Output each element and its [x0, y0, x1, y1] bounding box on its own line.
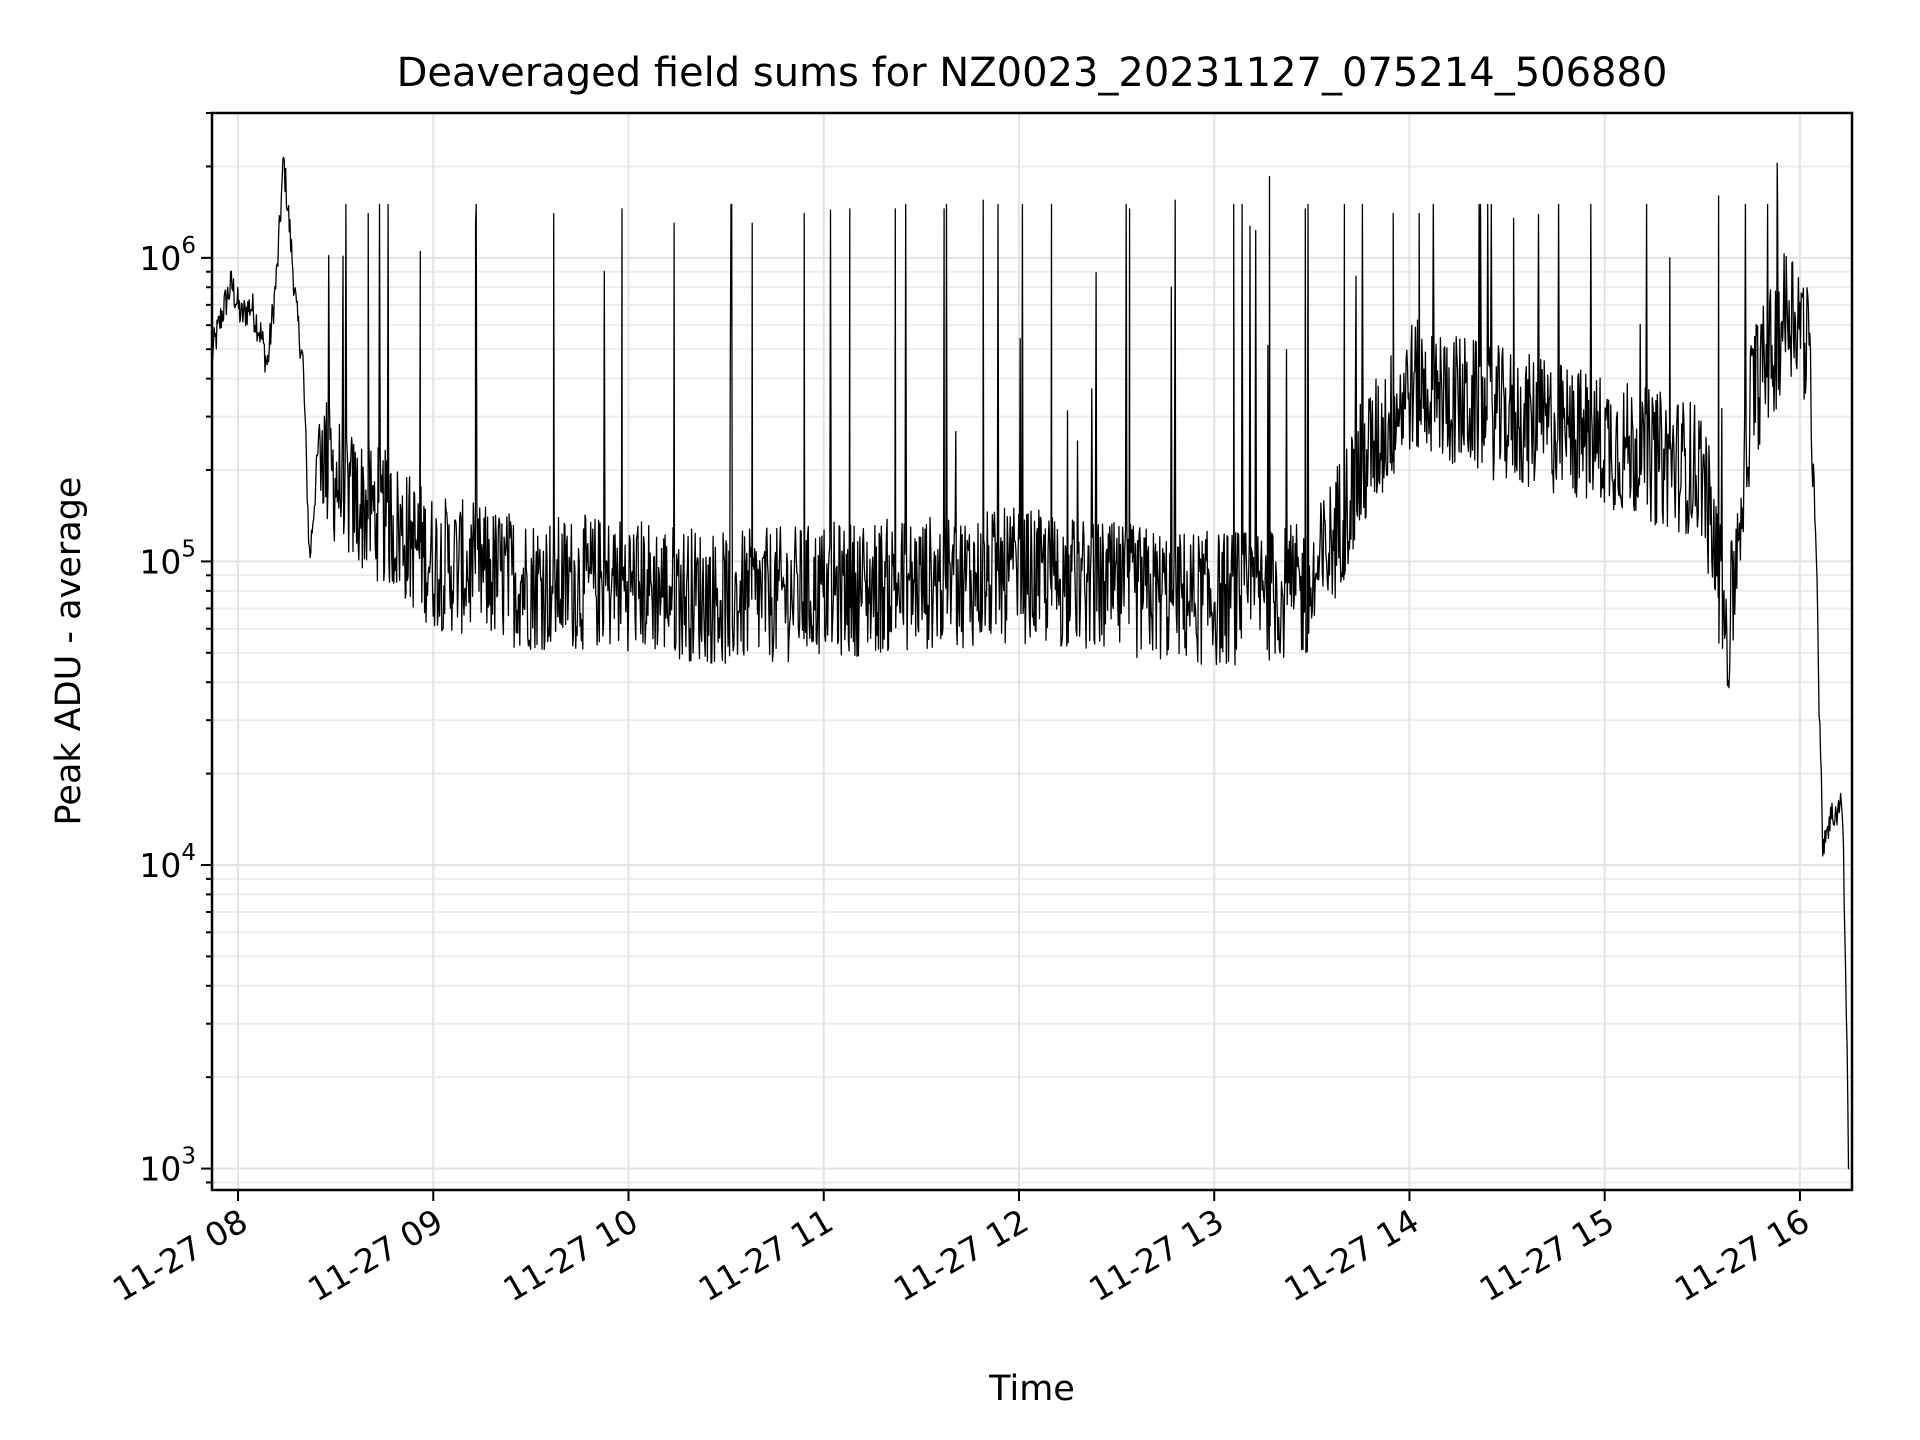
- y-tick-label: 103: [139, 1144, 196, 1189]
- x-tick-label: 11-27 15: [1473, 1201, 1621, 1309]
- y-tick-label: 104: [139, 840, 196, 885]
- series-layer: [211, 156, 1850, 1170]
- x-axis-label: Time: [988, 1369, 1075, 1409]
- y-tick-label: 106: [139, 233, 196, 278]
- x-tick-label: 11-27 14: [1277, 1201, 1425, 1309]
- x-tick-label: 11-27 09: [301, 1201, 449, 1309]
- grid: [212, 112, 1852, 1190]
- series-line: [211, 156, 1850, 1170]
- y-axis-label: Peak ADU - average: [49, 477, 89, 826]
- y-tick-label: 105: [139, 536, 196, 581]
- x-tick-label: 11-27 12: [887, 1201, 1035, 1309]
- x-tick-label: 11-27 11: [692, 1201, 840, 1309]
- plot-frame: [210, 111, 1854, 1192]
- x-tick-label: 11-27 13: [1082, 1201, 1230, 1309]
- x-axis: 11-27 08 11-27 09 11-27 10 11-27 11 11-27 12…: [106, 1190, 1816, 1309]
- y-axis: 103 104 105 106: [139, 112, 212, 1189]
- x-tick-label: 11-27 16: [1668, 1201, 1816, 1309]
- x-tick-label: 11-27 08: [106, 1201, 254, 1309]
- x-tick-label: 11-27 10: [497, 1201, 645, 1309]
- chart-title: Deaveraged field sums for NZ0023_2023112…: [397, 50, 1668, 96]
